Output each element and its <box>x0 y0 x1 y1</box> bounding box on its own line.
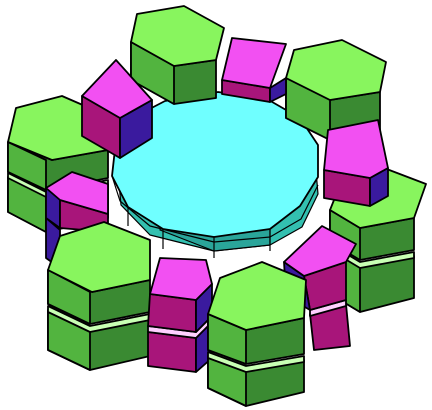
hex-top <box>285 39 387 101</box>
hex-top <box>207 261 307 331</box>
hexagon-stack-bottom <box>207 261 307 407</box>
cube-side <box>269 77 287 103</box>
hex-top <box>130 5 225 67</box>
cube-stack-left <box>45 171 109 269</box>
hexagon-stack-lower-left <box>47 221 151 371</box>
cube-stack-bottom <box>147 257 213 373</box>
cube-top <box>81 59 153 119</box>
cube-top <box>221 37 287 89</box>
cube-stack-top <box>221 37 287 103</box>
cube-top <box>283 225 357 277</box>
cube-top <box>323 119 389 179</box>
cube-top <box>45 171 109 215</box>
hex-top <box>47 221 151 293</box>
cube-top <box>149 257 213 301</box>
center-dodecagon-prism <box>111 91 319 258</box>
cube-stack-upper-left <box>81 59 153 159</box>
hex-gap <box>207 351 305 373</box>
cube-stack-right <box>323 119 389 207</box>
